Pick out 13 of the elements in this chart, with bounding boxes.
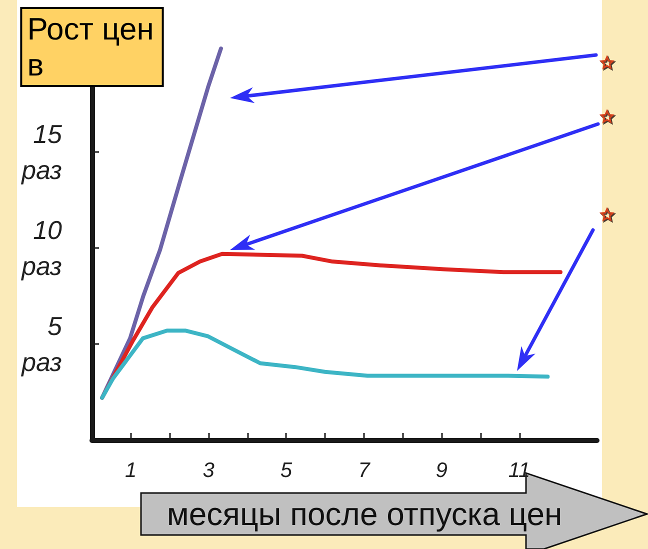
y-tick-label: 15 раз: [20, 119, 63, 186]
x-tick-label: 7: [358, 459, 372, 482]
y-axis-title: Рост цен в: [27, 12, 154, 82]
y-tick-label: 10 раз: [20, 215, 63, 282]
x-tick-label: 5: [280, 459, 292, 482]
y-tick-label: 5 раз: [20, 311, 63, 378]
x-tick-label: 1: [125, 459, 137, 482]
x-tick-label: 11: [508, 459, 530, 482]
x-tick-label: 9: [436, 459, 448, 482]
line-series: [100, 252, 562, 400]
line-series: [100, 328, 550, 400]
x-tick-label: 3: [202, 459, 215, 482]
x-axis-title: месяцы после отпуска цен: [166, 496, 562, 532]
